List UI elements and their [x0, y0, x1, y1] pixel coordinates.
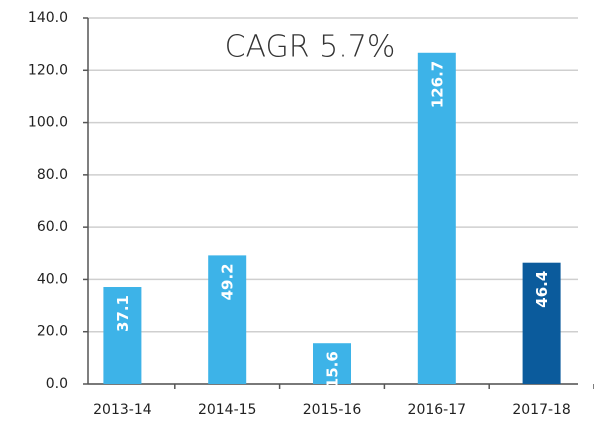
y-tick-label: 140.0	[28, 10, 68, 26]
bar	[313, 343, 351, 384]
value-label: 37.1	[114, 295, 132, 332]
y-tick-label: 60.0	[37, 219, 68, 235]
y-tick-label: 100.0	[28, 115, 68, 131]
annotation: CAGR 5.7%	[225, 30, 396, 65]
y-tick-label: 120.0	[28, 62, 68, 78]
y-tick-label: 0.0	[46, 376, 68, 392]
y-tick-label: 20.0	[37, 324, 68, 340]
x-tick-label: 2017-18	[512, 402, 571, 418]
bar	[103, 287, 142, 384]
value-label: 15.6	[324, 351, 342, 388]
x-tick-label: 2016-17	[408, 402, 467, 418]
value-label: 49.2	[219, 263, 237, 300]
value-label: 46.4	[533, 271, 551, 308]
bar	[522, 262, 561, 384]
bar	[208, 255, 247, 384]
x-tick-label: 2014-15	[198, 402, 257, 418]
bar	[417, 52, 456, 385]
x-tick-label: 2015-16	[303, 402, 362, 418]
y-tick-label: 40.0	[37, 271, 68, 287]
value-label: 126.7	[428, 61, 446, 108]
y-tick-label: 80.0	[37, 167, 68, 183]
x-tick-label: 2013-14	[93, 402, 152, 418]
